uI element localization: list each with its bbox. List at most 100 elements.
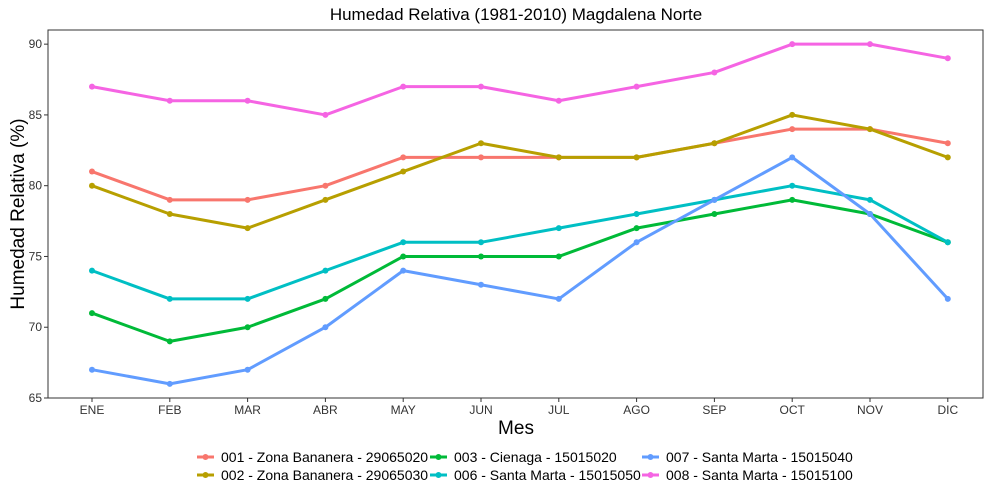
data-point <box>322 324 329 331</box>
data-point <box>789 196 796 203</box>
series-line <box>90 127 950 202</box>
y-tick-label: 70 <box>29 320 43 334</box>
series-line <box>90 198 950 343</box>
data-point <box>555 295 562 302</box>
series-line <box>90 155 950 386</box>
data-point <box>478 140 484 147</box>
legend-swatch-point <box>435 454 442 460</box>
data-point <box>166 295 173 302</box>
series-group <box>89 111 951 232</box>
data-point <box>400 83 407 90</box>
data-point <box>400 154 407 161</box>
data-point <box>244 225 251 232</box>
data-point <box>89 83 95 90</box>
data-point <box>633 225 640 232</box>
legend-item: 001 - Zona Bananera - 29065020 <box>197 449 428 465</box>
data-point <box>711 196 718 203</box>
legend-label: 008 - Santa Marta - 15015100 <box>666 467 853 483</box>
data-point <box>166 97 173 104</box>
data-point <box>867 196 873 203</box>
legend-item: 008 - Santa Marta - 15015100 <box>642 467 853 483</box>
x-tick-label: SEP <box>702 403 726 417</box>
data-point <box>89 267 95 274</box>
legend-swatch-point <box>435 472 442 478</box>
series-group <box>89 196 951 345</box>
x-tick-label: DIC <box>937 403 958 417</box>
data-point <box>166 211 173 217</box>
data-point <box>711 69 718 76</box>
y-tick-label: 90 <box>29 37 43 51</box>
data-point <box>944 239 951 246</box>
data-point <box>789 154 796 161</box>
legend-item: 002 - Zona Bananera - 29065030 <box>197 467 428 483</box>
plot-frame <box>47 29 984 399</box>
x-tick-label: AGO <box>623 403 650 417</box>
data-point <box>244 196 251 203</box>
legend-swatch-point <box>202 454 209 460</box>
legend-swatch-point <box>647 454 654 460</box>
data-point <box>555 97 562 104</box>
series-layer <box>89 41 951 387</box>
x-tick-label: MAY <box>391 403 416 417</box>
y-tick-label: 85 <box>29 108 43 122</box>
legend-item: 007 - Santa Marta - 15015040 <box>642 449 853 465</box>
legend: 001 - Zona Bananera - 29065020 002 - Zona… <box>197 449 853 483</box>
y-tick-label: 80 <box>29 179 43 193</box>
x-tick-label: OCT <box>780 403 806 417</box>
data-point <box>867 211 873 217</box>
data-point <box>633 239 640 246</box>
y-axis: 65 70 75 80 85 90 <box>29 37 48 405</box>
data-point <box>244 97 251 104</box>
data-point <box>322 196 329 203</box>
y-axis-title: Humedad Relativa (%) <box>8 118 29 309</box>
data-point <box>244 324 251 331</box>
legend-label: 001 - Zona Bananera - 29065020 <box>221 449 428 465</box>
x-tick-label: MAR <box>234 403 261 417</box>
series-group <box>89 182 951 302</box>
data-point <box>478 281 484 288</box>
data-point <box>89 168 95 175</box>
data-point <box>633 211 640 217</box>
data-point <box>478 239 484 246</box>
data-point <box>322 267 329 274</box>
data-point <box>555 225 562 232</box>
data-point <box>555 253 562 260</box>
legend-label: 006 - Santa Marta - 15015050 <box>454 467 641 483</box>
data-point <box>944 55 951 62</box>
data-point <box>322 182 329 189</box>
data-point <box>633 83 640 90</box>
data-point <box>400 168 407 175</box>
series-line <box>90 42 950 117</box>
data-point <box>89 182 95 189</box>
x-tick-label: NOV <box>857 403 883 417</box>
y-tick-label: 75 <box>29 249 43 263</box>
data-point <box>244 295 251 302</box>
series-line <box>90 184 950 301</box>
data-point <box>400 239 407 246</box>
data-point <box>322 295 329 302</box>
data-point <box>478 253 484 260</box>
data-point <box>166 196 173 203</box>
data-point <box>944 154 951 161</box>
series-group <box>89 154 951 387</box>
data-point <box>555 154 562 161</box>
series-group <box>89 41 951 118</box>
legend-label: 002 - Zona Bananera - 29065030 <box>221 467 428 483</box>
data-point <box>789 111 796 118</box>
legend-label: 007 - Santa Marta - 15015040 <box>666 449 853 465</box>
legend-item: 006 - Santa Marta - 15015050 <box>430 467 641 483</box>
data-point <box>478 154 484 161</box>
data-point <box>400 253 407 260</box>
legend-swatch-point <box>202 472 209 478</box>
data-point <box>400 267 407 274</box>
data-point <box>633 154 640 161</box>
x-tick-label: ABR <box>313 403 338 417</box>
data-point <box>789 126 796 133</box>
data-point <box>789 41 796 48</box>
data-point <box>322 111 329 118</box>
x-tick-label: ENE <box>80 403 105 417</box>
data-point <box>944 140 951 147</box>
data-point <box>166 338 173 345</box>
legend-label: 003 - Cienaga - 15015020 <box>454 449 617 465</box>
